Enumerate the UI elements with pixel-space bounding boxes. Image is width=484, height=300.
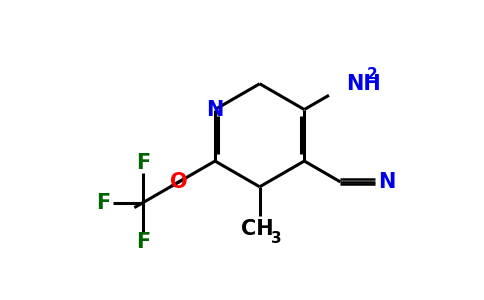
Text: CH: CH [241, 218, 273, 239]
Text: 3: 3 [271, 231, 281, 246]
Text: F: F [96, 193, 111, 213]
Text: F: F [136, 154, 150, 173]
Text: 2: 2 [367, 67, 378, 82]
Text: O: O [170, 172, 188, 192]
Text: F: F [136, 232, 150, 252]
Text: NH: NH [347, 74, 381, 94]
Text: N: N [206, 100, 224, 119]
Text: N: N [378, 172, 396, 192]
